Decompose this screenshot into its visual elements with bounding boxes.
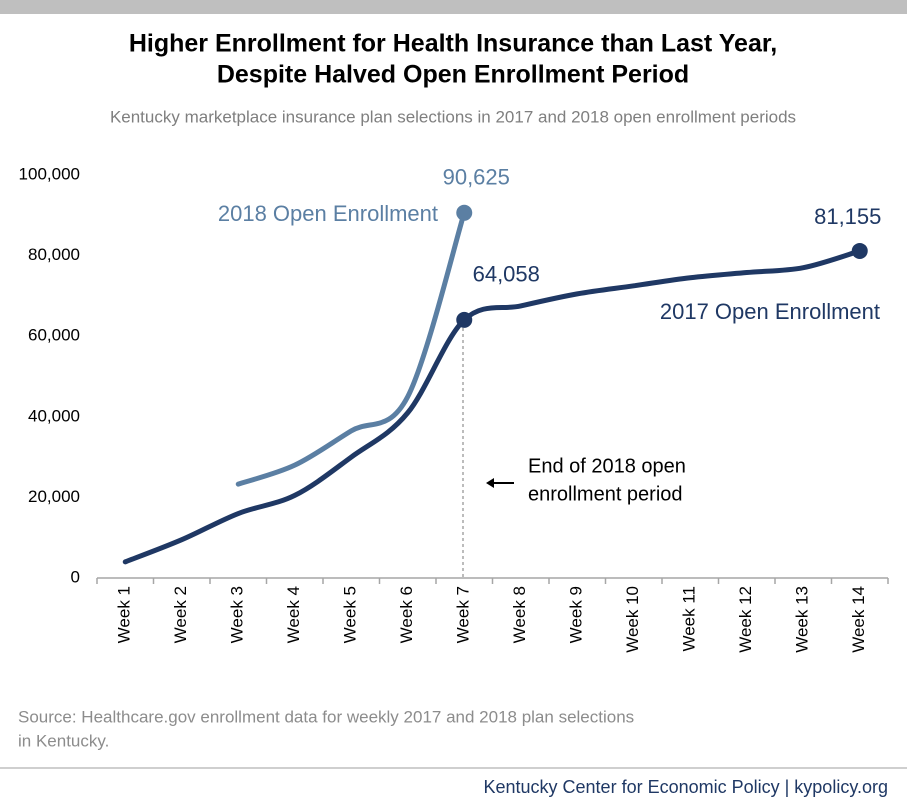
x-tick-label: Week 7: [454, 586, 473, 643]
arrow-head: [486, 478, 494, 488]
x-tick-label: Week 13: [793, 586, 812, 653]
x-tick-label: Week 8: [510, 586, 529, 643]
subtitle: Kentucky marketplace insurance plan sele…: [110, 107, 796, 126]
annotation: End of 2018 open: [528, 455, 686, 477]
annotation: enrollment period: [528, 483, 683, 505]
data-label: 81,155: [814, 204, 881, 229]
series-line: [122, 248, 863, 565]
x-tick-label: Week 1: [115, 586, 134, 643]
marker: [456, 204, 473, 221]
top-bar: [0, 0, 907, 14]
source: in Kentucky.: [18, 731, 109, 750]
x-tick-label: Week 9: [567, 586, 586, 643]
y-tick-label: 20,000: [28, 487, 80, 506]
y-tick-label: 80,000: [28, 245, 80, 264]
source: Source: Healthcare.gov enrollment data f…: [18, 707, 634, 726]
y-tick-label: 0: [71, 567, 80, 586]
x-tick-label: Week 12: [736, 586, 755, 653]
series-name: 2018 Open Enrollment: [218, 201, 438, 226]
x-tick-label: Week 6: [397, 586, 416, 643]
y-tick-label: 100,000: [19, 164, 80, 183]
x-tick-label: Week 14: [849, 586, 868, 653]
footer: Kentucky Center for Economic Policy | ky…: [484, 777, 889, 797]
x-tick-label: Week 11: [680, 586, 699, 652]
y-tick-label: 60,000: [28, 326, 80, 345]
series-name: 2017 Open Enrollment: [660, 299, 880, 324]
x-tick-label: Week 4: [284, 586, 303, 643]
x-tick-label: Week 3: [228, 586, 247, 643]
series-line: [235, 210, 467, 487]
data-label: 64,058: [473, 262, 540, 287]
x-tick-label: Week 10: [623, 586, 642, 653]
x-tick-label: Week 5: [341, 586, 360, 643]
marker: [851, 242, 868, 259]
x-tick-label: Week 2: [171, 586, 190, 643]
marker: [456, 311, 473, 328]
y-tick-label: 40,000: [28, 406, 80, 425]
data-label: 90,625: [443, 165, 510, 190]
chart-title: Higher Enrollment for Health Insurance t…: [129, 30, 777, 58]
chart-title: Despite Halved Open Enrollment Period: [217, 61, 689, 89]
